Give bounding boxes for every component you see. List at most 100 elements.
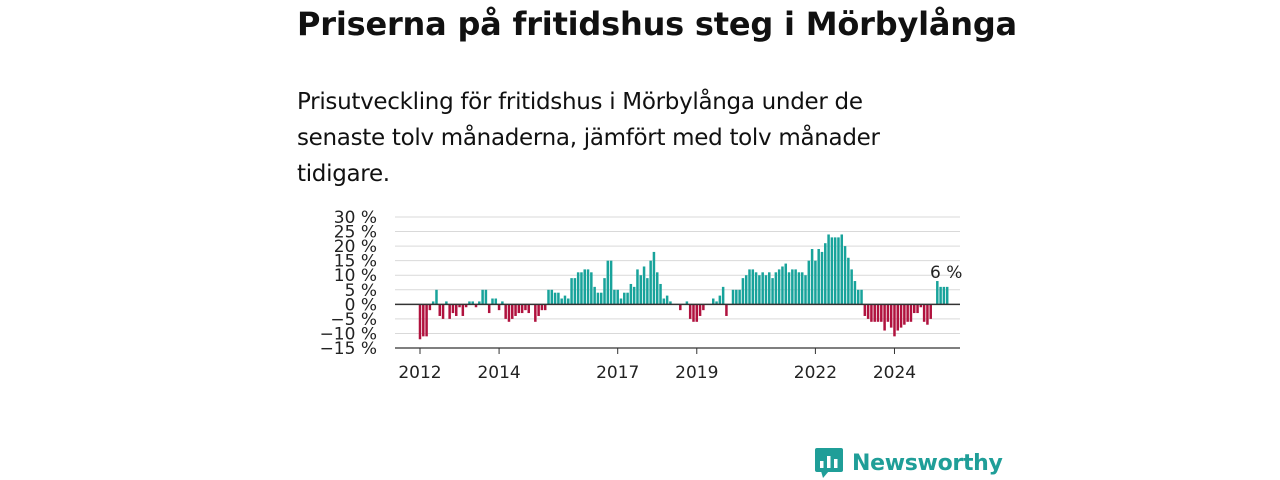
bar bbox=[817, 249, 820, 305]
bar bbox=[448, 304, 451, 319]
bar bbox=[550, 289, 554, 305]
y-tick-label: 0 % bbox=[345, 295, 377, 315]
bar bbox=[553, 292, 557, 305]
bar bbox=[814, 260, 817, 305]
chart-subtitle: Prisutveckling för fritidshus i Mörbylån… bbox=[297, 89, 880, 187]
bar bbox=[876, 304, 880, 322]
bar bbox=[669, 301, 672, 305]
bar bbox=[804, 275, 807, 305]
bar bbox=[883, 304, 886, 331]
bar bbox=[599, 292, 603, 305]
bar bbox=[866, 304, 870, 319]
x-tick-label: 2019 bbox=[675, 363, 718, 383]
bar bbox=[761, 272, 764, 305]
bar bbox=[583, 269, 586, 305]
bar bbox=[764, 275, 768, 305]
bar bbox=[560, 298, 563, 305]
bar bbox=[721, 286, 725, 305]
bar bbox=[613, 289, 616, 305]
bar bbox=[557, 292, 560, 305]
brand-name: Newsworthy bbox=[852, 450, 1003, 476]
bar bbox=[843, 246, 847, 305]
bar bbox=[856, 289, 860, 305]
bar bbox=[939, 286, 942, 305]
bar bbox=[840, 234, 844, 305]
bar bbox=[455, 304, 458, 316]
bar bbox=[580, 272, 583, 305]
bar bbox=[596, 292, 600, 305]
y-axis-labels: 30 %25 %20 %15 %10 %5 %0 %−5 %−10 %−15 % bbox=[320, 208, 377, 359]
bar bbox=[824, 243, 827, 305]
brand-logo: Newsworthy bbox=[815, 446, 1003, 480]
bar bbox=[563, 295, 567, 305]
bar bbox=[517, 304, 521, 314]
bar bbox=[870, 304, 873, 322]
bar bbox=[573, 278, 577, 305]
bar bbox=[567, 298, 570, 305]
bar bbox=[461, 304, 465, 316]
bar bbox=[623, 292, 626, 305]
bar bbox=[794, 269, 797, 305]
bar bbox=[576, 272, 580, 305]
bar bbox=[758, 275, 761, 305]
y-tick-label: 10 % bbox=[334, 266, 377, 286]
bar bbox=[735, 289, 738, 305]
bar bbox=[665, 295, 669, 305]
y-tick-label: 5 % bbox=[345, 281, 377, 301]
bar bbox=[820, 251, 824, 305]
bar bbox=[688, 304, 692, 319]
bar bbox=[504, 304, 507, 319]
bar bbox=[464, 304, 468, 308]
bar bbox=[771, 278, 774, 305]
bar bbox=[936, 281, 939, 305]
bar bbox=[487, 304, 491, 314]
bar bbox=[478, 301, 481, 305]
bar bbox=[903, 304, 906, 325]
bar bbox=[511, 304, 514, 319]
bar bbox=[913, 304, 916, 314]
latest-value-annotation: 6 % bbox=[930, 263, 962, 283]
newsworthy-logo-icon bbox=[815, 448, 843, 478]
y-tick-label: 20 % bbox=[334, 237, 377, 257]
bar bbox=[507, 304, 511, 322]
bar bbox=[609, 260, 613, 305]
bar bbox=[497, 304, 501, 311]
bar bbox=[603, 278, 606, 305]
bar bbox=[586, 269, 590, 305]
x-tick-label: 2017 bbox=[596, 363, 639, 383]
bar bbox=[679, 304, 682, 311]
bar bbox=[853, 281, 857, 305]
bar bbox=[827, 234, 830, 305]
y-tick-label: −15 % bbox=[320, 339, 377, 359]
bar bbox=[791, 269, 794, 305]
bar bbox=[484, 289, 488, 305]
bar bbox=[639, 275, 643, 305]
bar bbox=[916, 304, 919, 314]
bar bbox=[431, 301, 435, 305]
bar bbox=[606, 260, 610, 305]
bar bbox=[712, 298, 715, 305]
bar bbox=[685, 301, 689, 305]
bar bbox=[863, 304, 867, 316]
bar bbox=[850, 269, 853, 305]
bar bbox=[659, 283, 662, 305]
chart-title: Priserna på fritidshus steg i Mörbylånga bbox=[297, 5, 1017, 43]
x-tick-label: 2012 bbox=[398, 363, 441, 383]
bar bbox=[692, 304, 695, 322]
bar bbox=[830, 237, 834, 305]
bar bbox=[642, 266, 646, 305]
bar bbox=[919, 304, 923, 308]
bar bbox=[896, 304, 900, 331]
bar bbox=[547, 289, 550, 305]
bar bbox=[833, 237, 837, 305]
bar bbox=[418, 304, 422, 340]
bar-chart: 30 %25 %20 %15 %10 %5 %0 %−5 %−10 %−15 %… bbox=[320, 208, 963, 383]
bar bbox=[781, 266, 784, 305]
bar bbox=[768, 272, 771, 305]
y-tick-label: −5 % bbox=[330, 310, 377, 330]
bar bbox=[880, 304, 883, 322]
bar bbox=[929, 304, 932, 319]
bar bbox=[909, 304, 913, 322]
bar bbox=[945, 286, 949, 305]
bar bbox=[534, 304, 537, 322]
